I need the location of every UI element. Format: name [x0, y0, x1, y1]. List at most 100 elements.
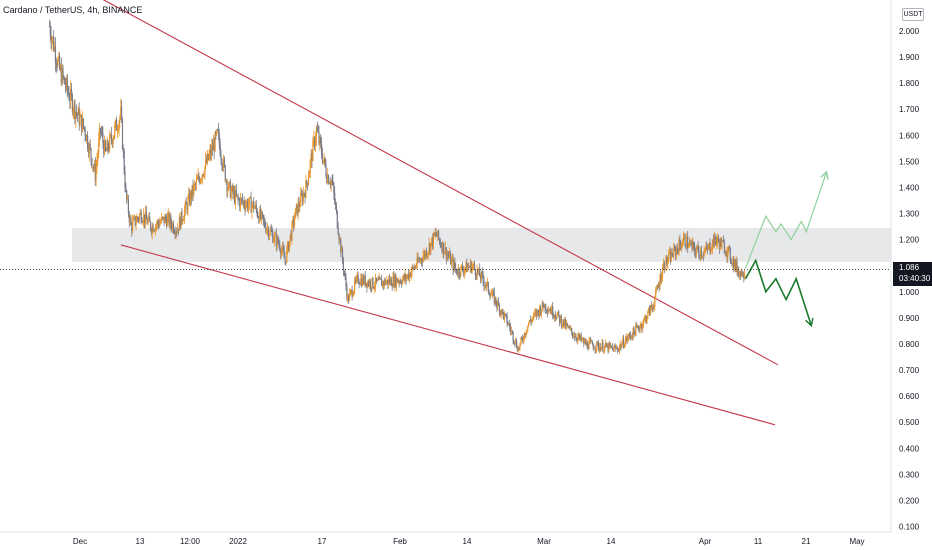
unit-badge[interactable]: USDT	[902, 8, 924, 21]
candle-body	[485, 285, 487, 287]
candle-body	[738, 270, 740, 277]
candle-body	[439, 240, 441, 246]
candle-body	[215, 132, 217, 135]
upper-trendline[interactable]	[65, 0, 779, 366]
candle-body	[402, 279, 404, 285]
candle-body	[166, 219, 168, 227]
candle-body	[320, 137, 322, 144]
candle-body	[161, 217, 163, 218]
candle-body	[254, 204, 256, 208]
candle-body	[285, 261, 287, 263]
candle-body	[371, 277, 373, 289]
candle-body	[384, 279, 386, 285]
candle-body	[302, 193, 304, 202]
candle-body	[98, 128, 101, 140]
candle-body	[599, 346, 601, 351]
candle-body	[474, 264, 476, 270]
candle-body	[183, 219, 185, 221]
candle-body	[561, 324, 563, 326]
candle-body	[182, 220, 184, 222]
candle-body	[358, 282, 360, 284]
candle-body	[591, 341, 593, 343]
candle-body	[523, 333, 525, 341]
x-tick-label: 17	[318, 537, 327, 546]
candle-body	[121, 106, 123, 120]
candle-body	[115, 119, 117, 125]
candle-body	[493, 292, 495, 304]
candle-body	[610, 345, 613, 348]
candle-body	[78, 108, 80, 125]
resistance-zone[interactable]	[72, 227, 891, 262]
y-tick-label: 1.700	[899, 105, 920, 114]
candle-body	[132, 220, 134, 231]
candle-body	[444, 253, 446, 255]
candle-body	[209, 149, 211, 155]
candle-body	[211, 146, 214, 151]
candle-body	[147, 220, 149, 224]
candle-body	[511, 330, 513, 332]
candle-body	[76, 112, 78, 114]
candle-body	[728, 247, 730, 249]
candle-body	[206, 154, 208, 164]
candle-body	[232, 186, 234, 194]
candle-body	[401, 282, 403, 285]
candle-body	[603, 350, 605, 352]
candle-body	[192, 185, 194, 194]
bullish-projection-path[interactable]	[744, 171, 828, 269]
candle-body	[432, 233, 434, 246]
candle-body	[518, 348, 520, 349]
y-tick-label: 1.600	[899, 131, 920, 140]
candle-body	[671, 251, 673, 257]
bearish-projection-path[interactable]	[744, 258, 813, 326]
candle-body	[246, 201, 248, 205]
candle-body	[416, 257, 418, 266]
candle-body	[519, 343, 521, 349]
candle-body	[440, 245, 442, 247]
candle-body	[333, 183, 335, 193]
candle-body	[70, 88, 72, 101]
candle-body	[122, 149, 124, 151]
candle-body	[736, 261, 738, 273]
candle-body	[51, 38, 53, 43]
candle-body	[693, 242, 695, 246]
candle-body	[348, 293, 351, 301]
candle-body	[459, 274, 461, 276]
candle-body	[563, 319, 565, 326]
candle-body	[584, 340, 587, 345]
candle-body	[388, 279, 391, 284]
candle-body	[675, 248, 677, 255]
candle-body	[709, 243, 711, 252]
candle-body	[203, 175, 205, 177]
candle-body	[533, 313, 535, 318]
candle-body	[578, 334, 580, 337]
candle-body	[422, 256, 424, 263]
x-tick-label: 21	[802, 537, 811, 546]
candle-body	[219, 144, 221, 156]
candle-body	[173, 231, 175, 233]
lower-trendline[interactable]	[120, 244, 776, 426]
candle-body	[545, 304, 547, 311]
candle-body	[324, 157, 326, 166]
candle-body	[520, 338, 522, 344]
candle-body	[583, 338, 585, 344]
candle-body	[77, 108, 79, 116]
candle-body	[630, 336, 632, 338]
candle-body	[224, 165, 226, 181]
candle-body	[572, 336, 574, 337]
candle-body	[240, 198, 242, 207]
candle-body	[577, 337, 579, 341]
y-tick-label: 1.200	[899, 236, 920, 245]
candle-body	[368, 281, 370, 286]
candle-body	[230, 190, 232, 198]
candle-body	[396, 278, 398, 283]
candle-body	[291, 222, 293, 240]
candle-body	[446, 254, 448, 259]
candle-body	[600, 347, 602, 351]
candle-body	[223, 158, 225, 166]
candle-body	[552, 306, 554, 317]
candle-body	[172, 223, 174, 229]
candle-body	[437, 230, 439, 237]
candle-body	[104, 140, 106, 154]
y-tick-label: 0.300	[899, 470, 920, 479]
